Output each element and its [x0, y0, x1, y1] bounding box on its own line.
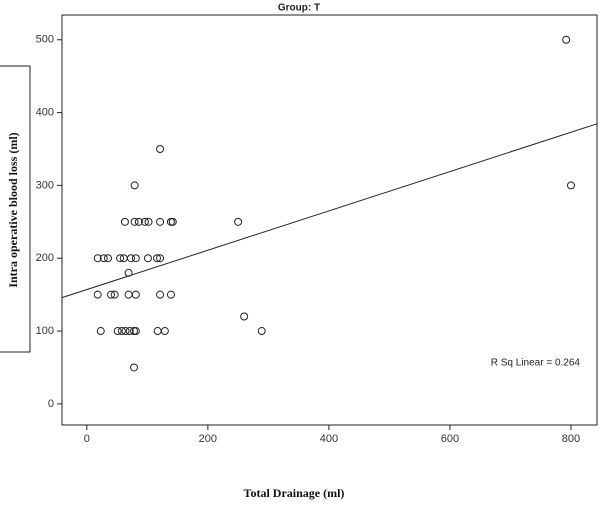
x-tick-label: 800 — [562, 433, 580, 445]
x-tick-label: 600 — [441, 433, 459, 445]
point — [140, 217, 149, 226]
point — [131, 290, 140, 299]
y-axis-label: Intra operative blood loss (ml) — [6, 132, 20, 287]
point — [107, 290, 116, 299]
point — [168, 217, 177, 226]
x-tick-label: 400 — [320, 433, 338, 445]
y-tick-label: 0 — [48, 398, 54, 410]
point — [93, 254, 102, 263]
point — [113, 327, 122, 336]
point — [160, 327, 169, 336]
x-tick-label: 0 — [84, 433, 90, 445]
y-tick-label: 100 — [36, 325, 54, 337]
point — [130, 181, 139, 190]
point — [156, 217, 165, 226]
y-tick-label: 500 — [36, 34, 54, 46]
point — [93, 290, 102, 299]
y-tick-label: 200 — [36, 252, 54, 264]
point — [156, 290, 165, 299]
point — [126, 254, 135, 263]
point — [156, 254, 165, 263]
point — [156, 144, 165, 153]
point — [144, 217, 153, 226]
chart-title: Group: T — [278, 3, 320, 14]
point — [125, 327, 134, 336]
point — [166, 290, 175, 299]
annotation: R Sq Linear = 0.264 — [491, 358, 581, 369]
point — [103, 254, 112, 263]
point — [124, 268, 133, 277]
point — [99, 254, 108, 263]
bracket — [0, 65, 31, 353]
point — [131, 254, 140, 263]
point — [143, 254, 152, 263]
y-tick-label: 400 — [36, 106, 54, 118]
regression-line — [61, 123, 598, 299]
point — [130, 217, 139, 226]
x-tick-label: 200 — [199, 433, 217, 445]
x-axis-label: Total Drainage (ml) — [244, 486, 345, 500]
point — [130, 363, 139, 372]
point — [120, 217, 129, 226]
point — [153, 254, 162, 263]
point — [240, 312, 249, 321]
point — [257, 327, 266, 336]
point — [110, 290, 119, 299]
point — [131, 327, 140, 336]
point — [566, 181, 575, 190]
point — [562, 35, 571, 44]
point — [121, 327, 130, 336]
point — [134, 217, 143, 226]
point — [117, 327, 126, 336]
y-tick-label: 300 — [36, 179, 54, 191]
point — [96, 327, 105, 336]
point — [234, 217, 243, 226]
point — [116, 254, 125, 263]
